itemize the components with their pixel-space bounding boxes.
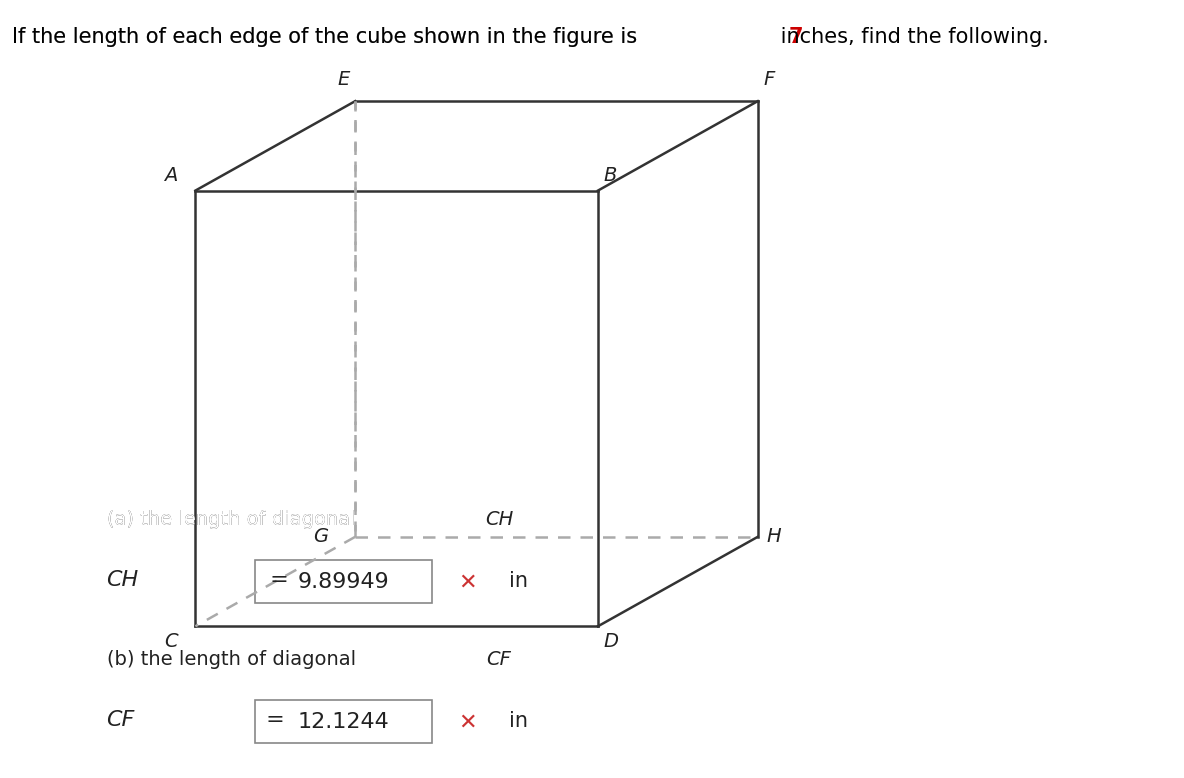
Text: D: D: [603, 632, 618, 651]
Text: =: =: [259, 710, 291, 730]
Text: (b) the length of diagonal: (b) the length of diagonal: [107, 650, 362, 668]
Text: If the length of each edge of the cube shown in the figure is 7: If the length of each edge of the cube s…: [12, 27, 657, 47]
Text: CF: CF: [485, 650, 510, 668]
Text: If the length of each edge of the cube shown in the figure is: If the length of each edge of the cube s…: [12, 27, 644, 47]
Text: G: G: [314, 527, 328, 546]
Text: A: A: [165, 166, 178, 185]
Text: ✕: ✕: [458, 713, 477, 733]
Text: CH: CH: [107, 569, 139, 590]
Text: 7: 7: [789, 27, 804, 47]
Text: (a) the length of diagonal .: (a) the length of diagonal .: [107, 510, 368, 528]
Text: C: C: [163, 632, 178, 651]
FancyBboxPatch shape: [255, 700, 432, 743]
Text: B: B: [603, 166, 617, 185]
FancyBboxPatch shape: [255, 560, 432, 603]
Text: CH: CH: [485, 510, 514, 528]
Text: CF: CF: [107, 710, 135, 730]
Text: F: F: [762, 71, 774, 89]
Text: 9.89949: 9.89949: [297, 572, 390, 591]
Text: E: E: [337, 71, 350, 89]
Text: in: in: [509, 711, 528, 731]
Text: inches, find the following.: inches, find the following.: [774, 27, 1049, 47]
Text: If the length of each edge of the cube shown in the figure is: If the length of each edge of the cube s…: [12, 27, 644, 47]
Text: in: in: [509, 571, 528, 591]
Text: 12.1244: 12.1244: [297, 712, 390, 731]
Text: =: =: [263, 569, 296, 590]
Text: H: H: [766, 527, 781, 546]
Text: ✕: ✕: [458, 573, 477, 593]
Text: (a) the length of diagonal: (a) the length of diagonal: [107, 510, 361, 528]
